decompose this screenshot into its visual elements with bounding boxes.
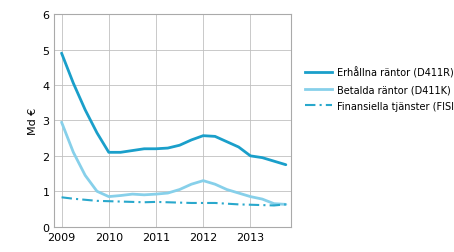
Legend: Erhållna räntor (D411R), Betalda räntor (D411K), Finansiella tjänster (FISIM): Erhållna räntor (D411R), Betalda räntor … (305, 67, 454, 111)
Y-axis label: Md €: Md € (28, 107, 38, 135)
